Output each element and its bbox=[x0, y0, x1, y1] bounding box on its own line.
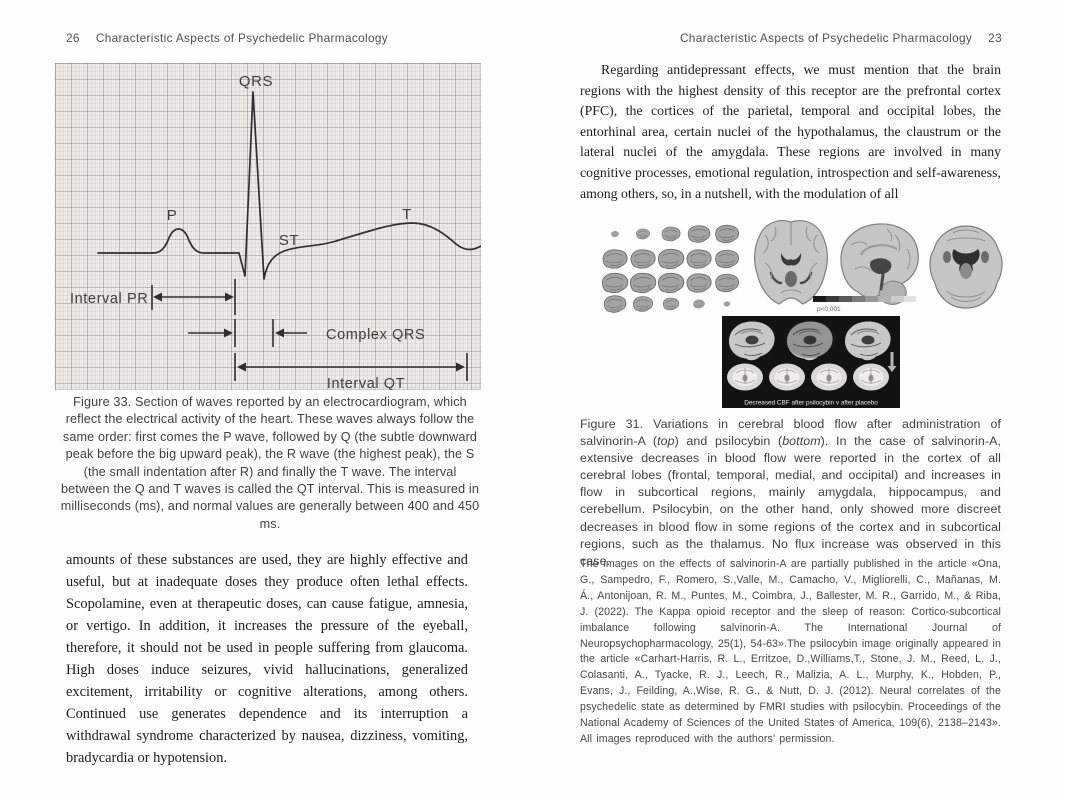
figure31-reference-text: The images on the effects of salvinorin-… bbox=[580, 558, 1001, 745]
figure31-caption: Figure 31. Variations in cerebral blood … bbox=[580, 416, 1001, 570]
cbf-colorbar-arrow bbox=[887, 352, 897, 372]
right-page-header: Characteristic Aspects of Psychedelic Ph… bbox=[680, 31, 1002, 45]
caption-segment: Figure 31. Variations in cerebral blood … bbox=[580, 417, 1001, 449]
right-page-number: 23 bbox=[988, 31, 1002, 45]
interval-tick-marks bbox=[151, 279, 468, 381]
interval-pr-label: Interval PR bbox=[70, 291, 148, 307]
caption-segment-italic: top bbox=[657, 434, 675, 449]
psilocybin-image-caption: Decreased CBF after psilocybin v after p… bbox=[744, 400, 878, 407]
p-wave-label: P bbox=[167, 207, 178, 224]
left-body-text: amounts of these substances are used, th… bbox=[66, 552, 468, 766]
caption-segment: ). In the case of salvinorin-A, extensiv… bbox=[580, 434, 1001, 568]
sagittal-brain-view bbox=[840, 223, 919, 305]
qrs-label: QRS bbox=[239, 73, 273, 90]
axial-brain-view bbox=[929, 225, 1003, 309]
ecg-figure: QRS P ST T Interval PR Complex QRS Inter… bbox=[55, 63, 481, 390]
psilocybin-cbf-image: Decreased CBF after psilocybin v after p… bbox=[722, 316, 900, 408]
interval-arrow-heads bbox=[153, 292, 465, 372]
psilocybin-sagittal-scans bbox=[728, 320, 892, 361]
left-page-header: 26 Characteristic Aspects of Psychedelic … bbox=[66, 31, 388, 45]
figure33-caption: Figure 33. Section of waves reported by … bbox=[60, 395, 480, 531]
t-wave-label: T bbox=[402, 206, 412, 223]
complex-qrs-label: Complex QRS bbox=[326, 327, 425, 343]
interval-arrow-lines bbox=[159, 296, 458, 368]
right-body-text: Regarding antidepressant effects, we mus… bbox=[580, 62, 1001, 201]
salvinorin-brain-montage-image: p<0.001 bbox=[601, 220, 1003, 313]
ecg-grid-paper bbox=[55, 63, 481, 390]
caption-segment-italic: bottom bbox=[782, 434, 821, 449]
ecg-diagram: QRS P ST T Interval PR Complex QRS Inter… bbox=[70, 73, 481, 390]
right-running-title: Characteristic Aspects of Psychedelic Ph… bbox=[679, 31, 973, 45]
coronal-brain-view bbox=[754, 220, 828, 305]
significance-threshold-label: p<0.001 bbox=[817, 306, 841, 313]
significance-scale-bar: p<0.001 bbox=[813, 296, 916, 313]
ecg-trace bbox=[97, 91, 481, 280]
interval-qt-label: Interval QT bbox=[327, 376, 405, 390]
left-running-title: Characteristic Aspects of Psychedelic Ph… bbox=[95, 31, 389, 45]
st-segment-label: ST bbox=[279, 232, 299, 249]
caption-segment: ) and psilocybin ( bbox=[674, 434, 783, 449]
sagittal-slice-grid bbox=[601, 224, 739, 313]
left-page-number: 26 bbox=[66, 31, 80, 45]
